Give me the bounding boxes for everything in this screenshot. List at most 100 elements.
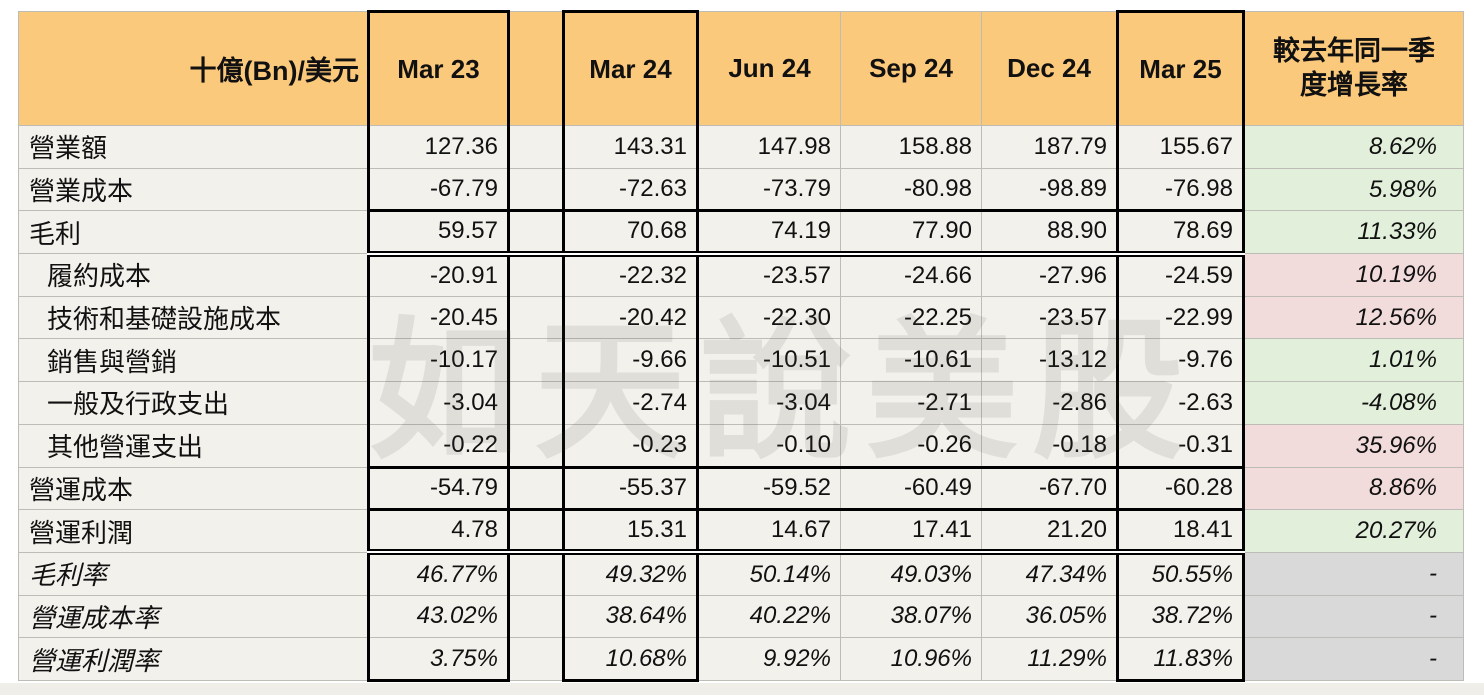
cell-sep24: 77.90	[840, 209, 982, 255]
cell-mar25: 78.69	[1116, 209, 1245, 255]
cell-sep24: 158.88	[840, 125, 982, 169]
cell-mar24: 10.68%	[562, 637, 699, 682]
cell-mar23: -20.45	[367, 295, 510, 340]
cell-mar24: -20.42	[562, 295, 699, 340]
cell-mar23: 4.78	[367, 508, 510, 553]
cell-mar23: -20.91	[367, 250, 510, 297]
cell-spacer	[508, 125, 564, 169]
financial-results-table: 十億(Bn)/美元 Mar 23 Mar 24 Jun 24 Sep 24 De…	[18, 10, 1464, 682]
cell-spacer	[508, 250, 564, 297]
row-label: 技術和基礎設施成本	[18, 295, 369, 340]
cell-mar24: -22.32	[562, 250, 699, 297]
growth-header-line2: 度增長率	[1300, 69, 1408, 100]
table-row: 一般及行政支出 -3.04 -2.74 -3.04 -2.71 -2.86 -2.63 -4.…	[18, 381, 1464, 425]
cell-growth-rate: -	[1243, 551, 1464, 596]
cell-mar25: -24.59	[1116, 250, 1245, 297]
row-label: 營業額	[18, 125, 369, 169]
cell-jun24: -0.10	[697, 423, 841, 468]
cell-sep24: -60.49	[840, 465, 982, 511]
table-row: 技術和基礎設施成本 -20.45 -20.42 -22.30 -22.25 -23.57-…	[18, 295, 1464, 340]
cell-jun24: 50.14%	[697, 549, 841, 596]
cell-mar23: -67.79	[367, 167, 510, 212]
cell-spacer	[508, 209, 564, 255]
unit-header: 十億(Bn)/美元	[18, 11, 369, 126]
cell-sep24: -10.61	[840, 338, 982, 383]
cell-growth-rate: 11.33%	[1243, 210, 1464, 255]
cell-dec24: -23.57	[981, 295, 1118, 340]
cell-mar24: -9.66	[562, 338, 699, 383]
table-row: 營運利潤率 3.75% 10.68% 9.92% 10.96% 11.29% 11.83% -	[18, 637, 1464, 682]
cell-mar24: 38.64%	[562, 594, 699, 639]
cell-growth-rate: 12.56%	[1243, 295, 1464, 340]
cell-mar25: -76.98	[1116, 167, 1245, 212]
table-row: 營業成本 -67.79 -72.63 -73.79 -80.98 -98.89 -76.98…	[18, 167, 1464, 212]
cell-mar25: -0.31	[1116, 423, 1245, 468]
col-header-growth-rate: 較去年同一季 度增長率	[1243, 11, 1464, 126]
cell-mar25: -9.76	[1116, 338, 1245, 383]
row-label: 營業成本	[18, 167, 369, 212]
cell-mar25: -2.63	[1116, 381, 1245, 425]
cell-jun24: -22.30	[697, 295, 841, 340]
cell-mar23: -3.04	[367, 381, 510, 425]
cell-jun24: -59.52	[697, 465, 841, 511]
bottom-strip	[0, 683, 1484, 695]
cell-spacer	[508, 549, 564, 596]
cell-sep24: -2.71	[840, 381, 982, 425]
cell-sep24: -0.26	[840, 423, 982, 468]
table-row: 毛利率 46.77% 49.32% 50.14% 49.03% 47.34% 50.55% -	[18, 549, 1464, 596]
cell-mar25: -60.28	[1116, 465, 1245, 511]
cell-sep24: 38.07%	[840, 594, 982, 639]
cell-dec24: -2.86	[981, 381, 1118, 425]
cell-spacer	[508, 594, 564, 639]
cell-jun24: 74.19	[697, 209, 841, 255]
cell-mar25: 155.67	[1116, 125, 1245, 169]
cell-dec24: 47.34%	[981, 549, 1118, 596]
table-row: 銷售與營銷 -10.17 -9.66 -10.51 -10.61 -13.12 -9.76 1…	[18, 338, 1464, 383]
cell-dec24: -0.18	[981, 423, 1118, 468]
cell-spacer	[508, 508, 564, 553]
cell-jun24: 14.67	[697, 508, 841, 553]
cell-mar23: 59.57	[367, 209, 510, 255]
col-header-mar23: Mar 23	[367, 10, 510, 126]
table-row: 營運利潤 4.78 15.31 14.67 17.41 21.20 18.41 20.27%	[18, 508, 1464, 553]
cell-mar25: 18.41	[1116, 508, 1245, 553]
cell-mar24: 143.31	[562, 125, 699, 169]
cell-mar23: 43.02%	[367, 594, 510, 639]
cell-dec24: 187.79	[981, 125, 1118, 169]
cell-growth-rate: -	[1243, 594, 1464, 639]
header-row: 十億(Bn)/美元 Mar 23 Mar 24 Jun 24 Sep 24 De…	[18, 10, 1464, 126]
cell-mar24: 49.32%	[562, 549, 699, 596]
cell-growth-rate: 1.01%	[1243, 338, 1464, 383]
cell-dec24: 21.20	[981, 508, 1118, 553]
cell-mar23: 3.75%	[367, 637, 510, 682]
cell-mar24: -2.74	[562, 381, 699, 425]
col-header-mar24: Mar 24	[562, 10, 699, 126]
cell-mar23: -54.79	[367, 465, 510, 511]
table-row: 毛利 59.57 70.68 74.19 77.90 88.90 78.69 11.33%	[18, 209, 1464, 255]
row-label: 營運成本	[18, 466, 369, 511]
row-label: 營運利潤	[18, 509, 369, 553]
col-header-mar25: Mar 25	[1116, 10, 1245, 126]
cell-jun24: 40.22%	[697, 594, 841, 639]
cell-spacer	[508, 423, 564, 468]
cell-spacer	[508, 381, 564, 425]
col-header-spacer	[508, 11, 564, 126]
cell-spacer	[508, 637, 564, 681]
cell-mar24: -0.23	[562, 423, 699, 468]
quarterly-table: 十億(Bn)/美元 Mar 23 Mar 24 Jun 24 Sep 24 De…	[18, 10, 1464, 682]
cell-spacer	[508, 295, 564, 340]
cell-mar24: 15.31	[562, 508, 699, 553]
cell-mar23: 46.77%	[367, 549, 510, 596]
table-row: 營業額 127.36 143.31 147.98 158.88 187.79 155.67 8…	[18, 125, 1464, 169]
cell-mar25: -22.99	[1116, 295, 1245, 340]
cell-mar23: -10.17	[367, 338, 510, 383]
cell-sep24: 10.96%	[840, 637, 982, 681]
cell-sep24: 49.03%	[840, 549, 982, 596]
cell-sep24: 17.41	[840, 508, 982, 553]
cell-sep24: -80.98	[840, 167, 982, 212]
col-header-dec24: Dec 24	[981, 11, 1118, 126]
cell-jun24: -73.79	[697, 167, 841, 212]
cell-jun24: -3.04	[697, 381, 841, 425]
cell-sep24: -22.25	[840, 295, 982, 340]
cell-jun24: 147.98	[697, 125, 841, 169]
